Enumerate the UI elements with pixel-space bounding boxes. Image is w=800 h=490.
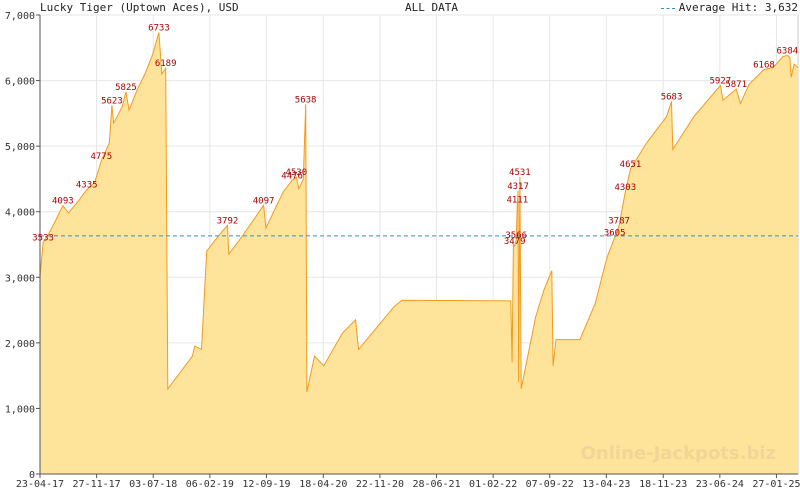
value-label: 5638 — [295, 95, 317, 105]
value-label: 3787 — [608, 217, 630, 227]
y-tick-label: 7,000 — [5, 11, 35, 22]
x-tick-label: 23-06-24 — [696, 479, 744, 490]
jackpot-area — [39, 32, 799, 474]
x-tick-label: 12-09-19 — [242, 479, 290, 490]
x-tick-label: 27-01-25 — [752, 479, 800, 490]
x-tick-label: 01-02-22 — [469, 479, 517, 490]
value-label: 4111 — [506, 195, 528, 205]
value-label: 4317 — [507, 182, 529, 192]
value-label: 6189 — [155, 59, 177, 69]
y-tick-label: 4,000 — [5, 208, 35, 219]
x-tick-label: 22-11-20 — [356, 479, 404, 490]
value-label: 4097 — [253, 196, 275, 206]
x-tick-label: 18-04-20 — [299, 479, 347, 490]
x-tick-label: 27-11-17 — [73, 479, 121, 490]
value-label: 6384 — [777, 46, 799, 56]
value-label: 5871 — [725, 80, 747, 90]
value-label: 5927 — [710, 76, 732, 86]
value-label: 4093 — [52, 197, 74, 207]
value-label: 4651 — [620, 160, 642, 170]
average-legend: Average Hit: 3,632 — [660, 1, 798, 14]
value-label: 3566 — [505, 231, 527, 241]
average-dash-icon — [660, 7, 675, 9]
value-label: 3605 — [604, 229, 626, 239]
y-tick-label: 2,000 — [5, 339, 35, 350]
value-label: 4303 — [614, 183, 636, 193]
y-tick-label: 5,000 — [5, 142, 35, 153]
chart-subtitle: ALL DATA — [405, 1, 458, 14]
value-label: 4775 — [90, 152, 112, 162]
value-label: 4530 — [285, 168, 307, 178]
x-tick-label: 18-11-23 — [639, 479, 687, 490]
x-tick-label: 28-06-21 — [412, 479, 460, 490]
y-tick-label: 1,000 — [5, 404, 35, 415]
x-tick-label: 07-09-22 — [526, 479, 574, 490]
x-tick-label: 23-04-17 — [16, 479, 64, 490]
y-tick-label: 3,000 — [5, 273, 35, 284]
x-tick-label: 06-02-19 — [186, 479, 234, 490]
value-label: 3479 — [504, 237, 526, 247]
y-tick-label: 0 — [29, 470, 35, 481]
area-fill — [40, 32, 798, 474]
x-tick-label: 03-07-18 — [129, 479, 177, 490]
axes: 0 1,000 2,000 3,000 4,000 5,000 6,000 7,000 23-0… — [5, 11, 800, 490]
value-label: 3792 — [217, 216, 239, 226]
y-tick-label: 6,000 — [5, 77, 35, 88]
average-legend-label: Average Hit: 3,632 — [678, 1, 798, 14]
value-label: 5825 — [115, 83, 137, 93]
watermark: Online-Jackpots.biz — [580, 443, 776, 464]
series-line — [39, 32, 799, 393]
value-label: 4531 — [509, 168, 531, 178]
value-label: 5683 — [661, 92, 683, 102]
chart-title: Lucky Tiger (Uptown Aces), USD — [40, 1, 239, 14]
value-label: 6168 — [753, 61, 775, 71]
value-label: 3533 — [32, 233, 54, 243]
value-label: 4476 — [281, 172, 303, 182]
value-label: 4335 — [76, 181, 98, 191]
value-label: 5623 — [101, 96, 123, 106]
value-label: 6733 — [148, 24, 170, 34]
x-tick-label: 13-04-23 — [582, 479, 630, 490]
